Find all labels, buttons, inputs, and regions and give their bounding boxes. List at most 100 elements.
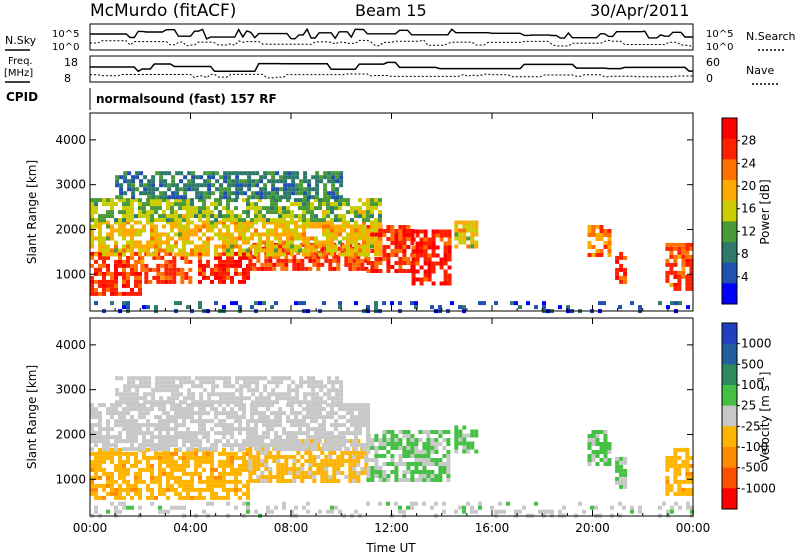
data-cell <box>175 191 180 196</box>
data-cell <box>323 384 328 389</box>
data-cell <box>202 244 206 249</box>
data-cell <box>299 376 304 381</box>
data-cell <box>194 439 198 444</box>
data-cell <box>410 454 415 458</box>
data-cell <box>327 195 332 200</box>
data-cell <box>167 376 172 381</box>
data-cell <box>206 435 210 440</box>
data-cell <box>394 434 399 438</box>
data-cell <box>665 262 670 267</box>
data-cell <box>311 380 316 385</box>
data-cell <box>226 255 230 260</box>
data-cell <box>178 301 182 306</box>
data-cell <box>394 478 399 482</box>
data-cell <box>685 475 690 480</box>
data-cell <box>674 301 678 306</box>
data-cell <box>251 195 256 200</box>
data-cell <box>282 501 286 506</box>
data-cell <box>251 191 256 196</box>
data-cell <box>607 458 612 462</box>
data-cell <box>138 411 142 416</box>
data-cell <box>322 210 326 215</box>
data-cell <box>308 459 313 463</box>
data-cell <box>167 388 172 393</box>
velocity-data-layer <box>90 376 694 518</box>
data-cell <box>286 198 290 203</box>
data-cell <box>226 263 230 268</box>
data-cell <box>398 245 403 249</box>
data-cell <box>354 210 358 215</box>
data-cell <box>134 423 138 428</box>
data-cell <box>222 431 226 436</box>
data-cell <box>466 445 471 450</box>
data-cell <box>595 434 600 438</box>
data-cell <box>215 376 220 381</box>
colorbar-swatch <box>722 221 737 243</box>
data-cell <box>354 244 358 249</box>
data-cell <box>685 471 690 476</box>
data-cell <box>677 254 682 259</box>
data-cell <box>102 202 106 207</box>
data-cell <box>426 438 431 442</box>
data-cell <box>290 411 294 416</box>
data-cell <box>342 214 346 219</box>
data-cell <box>130 423 134 428</box>
data-cell <box>587 458 592 462</box>
data-cell <box>114 451 118 456</box>
data-cell <box>364 258 369 263</box>
data-cell <box>178 447 182 452</box>
data-cell <box>623 476 628 481</box>
data-cell <box>310 218 314 223</box>
data-cell <box>291 183 296 188</box>
data-cell <box>98 459 102 464</box>
data-cell <box>326 202 330 207</box>
data-cell <box>615 271 620 276</box>
data-cell <box>160 275 165 280</box>
data-cell <box>154 236 158 241</box>
data-cell <box>230 415 234 420</box>
data-cell <box>106 287 110 292</box>
data-cell <box>267 171 272 176</box>
data-cell <box>238 427 242 432</box>
data-cell <box>114 220 118 225</box>
data-cell <box>434 462 439 466</box>
data-cell <box>158 218 162 223</box>
data-cell <box>366 261 371 265</box>
data-cell <box>198 263 202 268</box>
data-cell <box>386 225 391 229</box>
data-cell <box>342 224 346 229</box>
data-cell <box>474 240 479 245</box>
data-cell <box>443 273 448 278</box>
data-cell <box>310 427 314 432</box>
data-cell <box>665 483 670 488</box>
data-cell <box>226 415 230 420</box>
data-cell <box>318 244 322 249</box>
data-cell <box>150 210 154 215</box>
data-cell <box>126 263 130 268</box>
data-cell <box>595 249 600 253</box>
data-cell <box>264 479 269 483</box>
data-cell <box>665 475 670 480</box>
data-cell <box>431 261 436 266</box>
data-cell <box>382 249 387 253</box>
data-cell <box>255 400 260 405</box>
data-cell <box>106 271 110 276</box>
data-cell <box>276 254 281 259</box>
data-cell <box>366 474 371 478</box>
data-cell <box>330 407 334 412</box>
data-cell <box>669 266 674 271</box>
data-cell <box>247 384 252 389</box>
data-cell <box>378 244 382 249</box>
data-cell <box>126 248 130 253</box>
data-cell <box>106 483 110 488</box>
data-cell <box>386 501 390 506</box>
data-cell <box>332 266 337 271</box>
data-cell <box>284 266 289 271</box>
data-cell <box>290 214 294 219</box>
data-cell <box>222 479 226 484</box>
data-cell <box>158 240 162 245</box>
data-cell <box>226 206 230 211</box>
data-cell <box>218 475 222 480</box>
data-cell <box>344 475 349 479</box>
data-cell <box>335 380 340 385</box>
